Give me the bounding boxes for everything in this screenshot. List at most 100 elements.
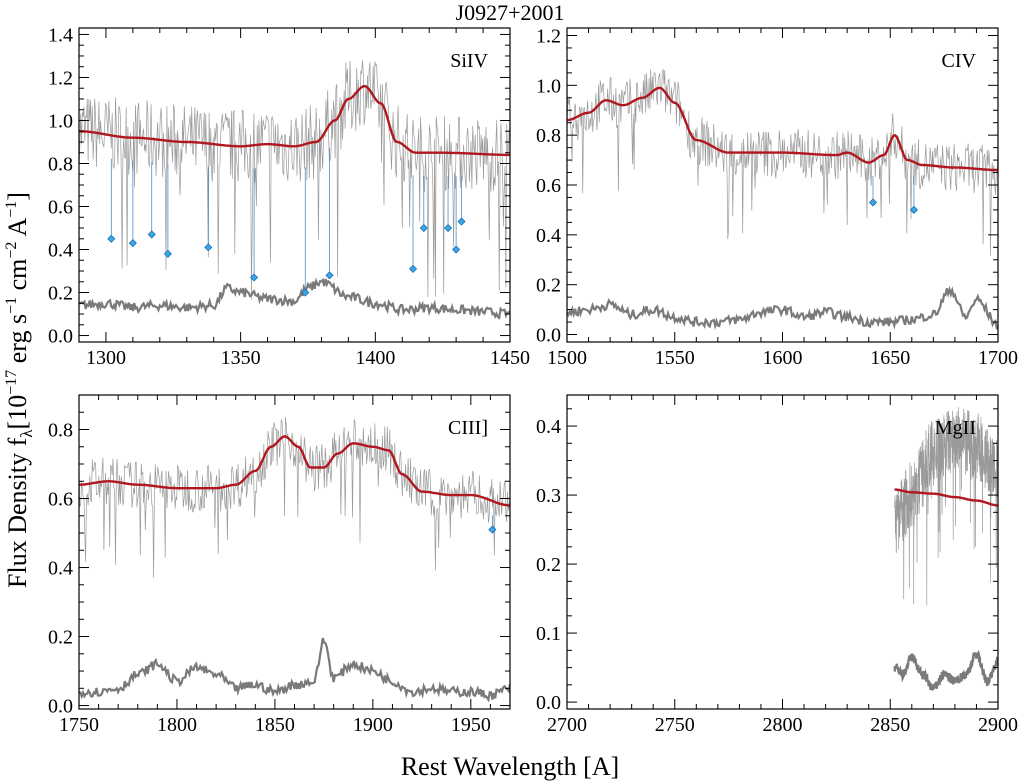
x-tick-label: 1700 [978, 347, 1018, 369]
y-axis-label-mid3: A [3, 218, 32, 242]
x-tick-label: 1750 [59, 714, 99, 736]
absorber-marker [452, 245, 461, 254]
y-axis-label-end: ] [3, 192, 32, 201]
y-tick-label: 0.2 [48, 283, 73, 305]
model-fit-line [79, 84, 510, 157]
y-tick-label: 0.0 [48, 696, 73, 718]
y-tick-label: 0.4 [48, 558, 73, 580]
panel-label: SiIV [450, 50, 488, 72]
panel-label: MgII [935, 417, 976, 439]
y-tick-label: 0.4 [536, 416, 561, 438]
y-tick-label: 0.6 [48, 489, 73, 511]
error-spectrum [893, 649, 998, 691]
y-axis-label-main: Flux Density f [3, 437, 32, 588]
x-tick-label: 1600 [763, 347, 803, 369]
y-axis-label-exp3: −2 [3, 242, 20, 259]
x-tick-label: 1650 [870, 347, 910, 369]
y-tick-label: 0.8 [48, 153, 73, 175]
y-axis-label-mid: erg s [3, 314, 32, 370]
absorber-marker [204, 243, 213, 252]
panel-frame [566, 27, 999, 343]
y-tick-label: 0.2 [48, 627, 73, 649]
y-tick-label: 0.0 [48, 326, 73, 348]
y-axis-label: Flux Density fλ[10−17 erg s−1 cm−2 A−1] [3, 192, 36, 588]
absorber-marker [128, 239, 137, 248]
panel-label: CIV [942, 50, 977, 72]
observed-spectrum [894, 407, 998, 606]
panel-frame [566, 394, 999, 710]
y-tick-label: 1.4 [48, 24, 73, 46]
absorber-marker [868, 198, 878, 207]
y-tick-label: 0.4 [536, 225, 561, 247]
y-tick-label: 0.2 [536, 275, 561, 297]
y-tick-label: 1.0 [536, 75, 561, 97]
x-tick-label: 1800 [157, 714, 197, 736]
panel-plot-area [79, 60, 510, 320]
x-tick-label: 1300 [86, 347, 126, 369]
y-axis-label-exp2: −1 [3, 297, 20, 314]
x-axis-label: Rest Wavelength [A] [401, 752, 619, 781]
error-spectrum [79, 277, 510, 320]
model-fit-line [894, 488, 998, 507]
absorber-marker [443, 223, 453, 233]
y-tick-label: 0.3 [536, 485, 561, 507]
y-axis-label-exp4: −1 [3, 201, 20, 218]
x-tick-label: 2750 [655, 714, 695, 736]
panel-label: CIII] [448, 417, 488, 439]
y-tick-label: 0.8 [48, 420, 73, 442]
model-fit-line [79, 435, 510, 507]
y-axis-label-units: [10 [3, 395, 32, 430]
y-tick-label: 0.4 [48, 240, 73, 262]
x-tick-label: 2900 [978, 714, 1018, 736]
absorber-marker [147, 230, 156, 239]
panel-0: 1300 1350 1400 1450 0.0 0.2 0.4 0.6 0.8 1.0 1.2 1.4… [48, 24, 530, 369]
panels: 1300 1350 1400 1450 0.0 0.2 0.4 0.6 0.8 1.0 1.2 1.4… [48, 24, 1018, 736]
y-axis-label-sub: λ [17, 429, 36, 438]
absorber-marker [163, 249, 172, 258]
panel-2: 1750 1800 1850 1900 1950 0.0 0.2 0.4 0.6 0.8 CIII] [48, 394, 511, 736]
error-spectrum [79, 637, 510, 703]
panel-1: 1500 1550 1600 1650 1700 0.0 0.2 0.4 0.6 0.8 1.0 1.… [536, 25, 1018, 369]
y-tick-label: 0.1 [536, 623, 561, 645]
y-tick-label: 0.6 [48, 197, 73, 219]
absorber-marker [250, 273, 259, 282]
x-tick-label: 1900 [353, 714, 393, 736]
observed-spectrum [79, 417, 510, 578]
x-tick-label: 1500 [547, 347, 587, 369]
x-tick-label: 1850 [255, 714, 295, 736]
error-spectrum [567, 285, 998, 331]
y-tick-label: 1.2 [48, 67, 73, 89]
observed-spectrum [567, 68, 998, 256]
absorber-marker [325, 271, 334, 280]
absorber-marker [488, 525, 497, 534]
y-tick-label: 1.2 [536, 25, 561, 47]
y-tick-label: 0.2 [536, 554, 561, 576]
panel-plot-area [567, 68, 998, 331]
y-tick-label: 0.0 [536, 325, 561, 347]
y-tick-label: 0.8 [536, 125, 561, 147]
y-tick-label: 1.0 [48, 110, 73, 132]
x-tick-label: 1350 [221, 347, 261, 369]
absorber-marker [419, 223, 428, 233]
y-axis-label-exp1: −17 [3, 370, 20, 395]
absorber-marker [301, 288, 310, 297]
model-fit-line [567, 86, 998, 172]
absorber-marker [107, 234, 116, 243]
panel-3: 2700 2750 2800 2850 2900 0.0 0.1 0.2 0.3 0.4 MgII [536, 394, 1018, 736]
x-tick-label: 2700 [547, 714, 587, 736]
absorber-marker [457, 217, 466, 226]
absorber-marker [909, 205, 919, 214]
x-tick-label: 2800 [763, 714, 803, 736]
x-tick-label: 1450 [490, 347, 530, 369]
figure-title: J0927+2001 [456, 0, 565, 25]
absorber-marker [408, 264, 418, 273]
panel-plot-area [79, 417, 510, 703]
y-tick-label: 0.6 [536, 175, 561, 197]
panel-frame [78, 394, 511, 710]
x-tick-label: 1400 [355, 347, 395, 369]
y-axis-label-mid2: cm [3, 259, 32, 297]
observed-spectrum [79, 60, 510, 300]
x-tick-label: 2850 [870, 714, 910, 736]
panel-plot-area [893, 407, 998, 691]
